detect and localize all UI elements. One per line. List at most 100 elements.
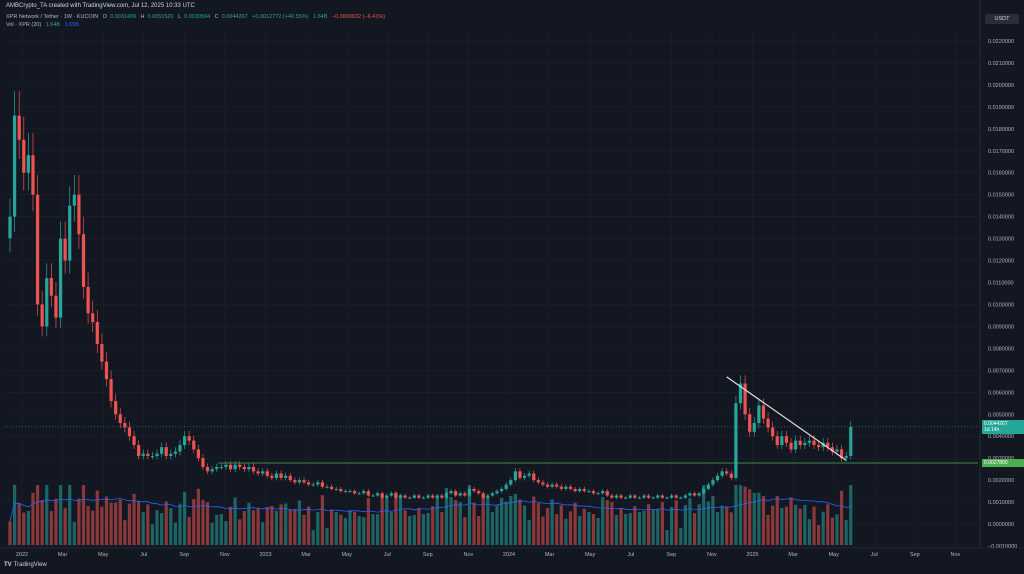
- tradingview-brand: TradingView: [13, 562, 47, 568]
- candle-body: [536, 480, 540, 483]
- chart-credit: AMBCrypto_TA created with TradingView.co…: [6, 3, 195, 9]
- candle-body: [454, 491, 458, 496]
- volume-bar: [633, 506, 637, 545]
- ohlc-change: +0.0012772 (+40.55%): [252, 14, 309, 20]
- volume-bar: [605, 500, 609, 545]
- volume-bar: [247, 502, 251, 545]
- y-tick-label: 0.0090000: [988, 324, 1014, 330]
- candle-body: [72, 194, 76, 206]
- candle-body: [798, 440, 802, 445]
- volume-bar: [261, 522, 265, 545]
- volume-bar: [798, 508, 802, 545]
- candle-body: [830, 447, 834, 452]
- candle-body: [499, 488, 504, 492]
- volume-bar: [624, 514, 628, 545]
- candle-body: [619, 495, 623, 498]
- volume-bar: [509, 496, 513, 545]
- candle-body: [311, 484, 315, 486]
- volume-bar: [578, 516, 582, 545]
- candle-body: [233, 464, 237, 470]
- volume-bar: [297, 500, 302, 545]
- volume-bar: [706, 501, 710, 545]
- volume-bar: [100, 506, 104, 545]
- candle-body: [826, 442, 830, 448]
- candle-body: [40, 304, 44, 327]
- x-tick-label: May: [98, 552, 109, 558]
- candle-body: [679, 497, 683, 499]
- tradingview-mark-icon: TV: [4, 562, 12, 568]
- volume-bar: [647, 504, 651, 545]
- volume-bar: [454, 500, 458, 545]
- volume-indicator-name[interactable]: Vol · XPR (20): [6, 22, 42, 28]
- volume-bar: [339, 514, 343, 545]
- volume-bar: [394, 492, 398, 545]
- volume-bar: [522, 505, 527, 545]
- candle-body: [307, 482, 311, 485]
- volume-bar: [665, 530, 669, 545]
- currency-label[interactable]: USDT: [985, 14, 1019, 24]
- candle-body: [522, 475, 527, 478]
- volume-bar: [683, 505, 687, 545]
- candle-body: [463, 493, 467, 496]
- candle-body: [366, 491, 370, 496]
- x-tick-label: Mar: [788, 552, 798, 558]
- candle-body: [150, 455, 155, 457]
- candle-body: [343, 491, 347, 493]
- y-tick-label: 0.0150000: [988, 193, 1014, 199]
- volume-bar: [137, 501, 141, 545]
- volume-bar: [692, 513, 697, 545]
- volume-bar: [357, 516, 361, 545]
- volume-bar: [302, 515, 306, 545]
- y-tick-label: 0.0080000: [988, 346, 1014, 352]
- candle-body: [26, 155, 30, 173]
- candle-body: [844, 455, 848, 459]
- candle-body: [224, 464, 228, 467]
- candle-body: [706, 484, 710, 489]
- candle-body: [610, 495, 614, 498]
- volume-bar: [504, 501, 508, 545]
- volume-bar: [541, 516, 545, 545]
- volume-bar: [141, 512, 145, 545]
- candle-body: [541, 482, 545, 485]
- volume-bar: [270, 505, 274, 545]
- volume-bar: [228, 506, 233, 545]
- candle-body: [697, 493, 701, 496]
- candle-body: [104, 361, 109, 380]
- volume-bar: [518, 499, 522, 545]
- candle-body: [628, 495, 632, 498]
- volume-bar: [210, 522, 214, 545]
- volume-bar: [844, 520, 848, 545]
- candle-body: [757, 405, 761, 424]
- symbol-name[interactable]: XPR Network / Tether · 1W · KUCOIN: [6, 14, 99, 20]
- y-tick-label: 0.0130000: [988, 237, 1014, 243]
- candle-body: [192, 440, 196, 450]
- volume-bar: [614, 515, 619, 545]
- y-tick-label: 0.0120000: [988, 259, 1014, 265]
- candle-body: [477, 491, 481, 494]
- candle-body: [132, 436, 136, 445]
- candle-body: [205, 466, 210, 472]
- candle-body: [766, 418, 770, 428]
- volume-bar: [477, 516, 481, 545]
- candle-body: [440, 495, 444, 498]
- candle-countdown: 1d 14h: [984, 426, 1000, 433]
- volume-bar: [173, 522, 178, 545]
- candle-body: [435, 495, 439, 498]
- candle-body: [284, 475, 288, 478]
- volume-value: 1.64B: [45, 22, 61, 28]
- volume-bar: [674, 500, 678, 545]
- candle-body: [444, 493, 449, 498]
- volume-bar: [513, 494, 517, 545]
- candle-body: [513, 471, 517, 481]
- candle-body: [550, 484, 554, 487]
- tradingview-logo[interactable]: TV TradingView: [4, 562, 47, 568]
- support-price-value: 0.0027800: [984, 460, 1008, 466]
- candle-body: [210, 469, 214, 472]
- volume-bar: [555, 514, 559, 545]
- volume-bar: [251, 510, 256, 545]
- volume-bar: [573, 502, 577, 545]
- volume-bar: [656, 509, 660, 545]
- candle-body: [591, 491, 596, 494]
- volume-bar: [325, 528, 329, 545]
